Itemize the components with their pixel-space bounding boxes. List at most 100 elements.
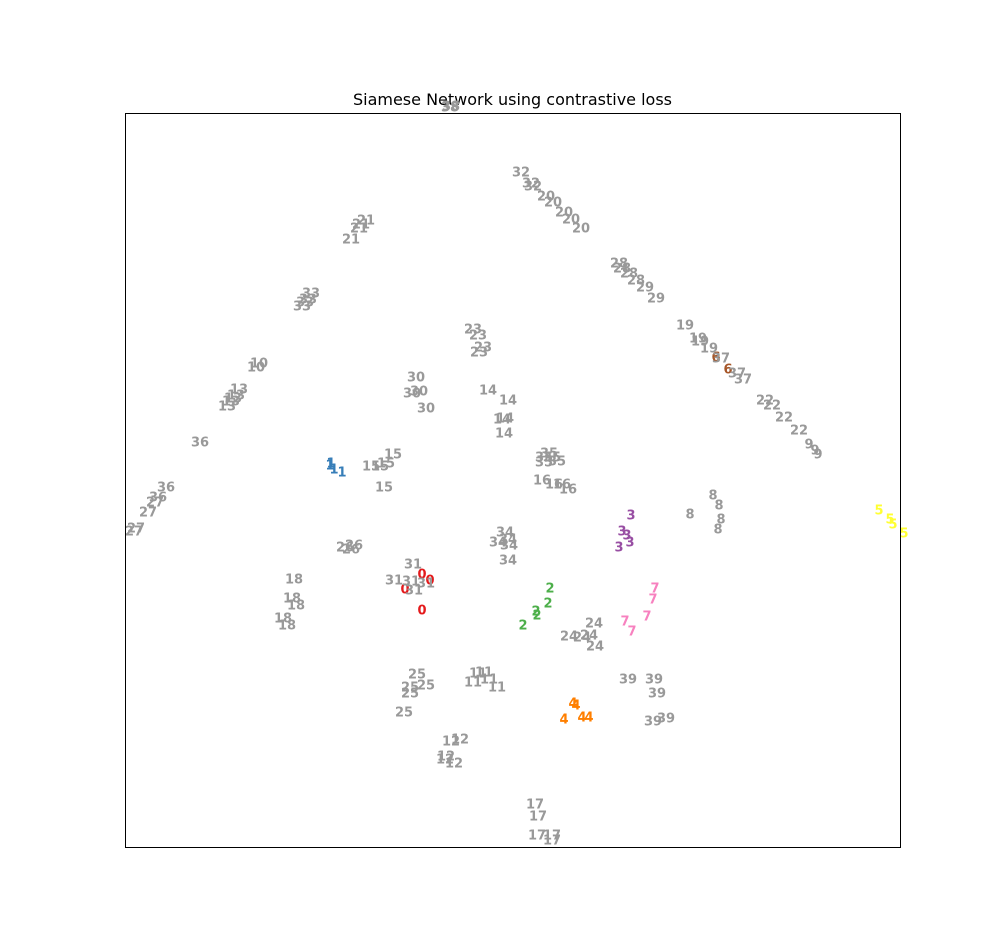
point-label-15: 15 (371, 460, 389, 475)
point-label-2: 2 (518, 619, 527, 634)
point-label-24: 24 (580, 629, 598, 644)
point-label-30: 30 (407, 371, 425, 386)
point-label-27: 27 (146, 496, 164, 511)
point-label-39: 39 (657, 712, 675, 727)
point-label-20: 20 (555, 206, 573, 221)
point-label-23: 23 (464, 323, 482, 338)
point-label-27: 27 (127, 522, 145, 537)
point-label-33: 33 (302, 287, 320, 302)
point-label-14: 14 (495, 427, 513, 442)
point-label-8: 8 (713, 523, 722, 538)
point-label-27: 27 (125, 525, 143, 540)
point-label-26: 26 (336, 541, 354, 556)
point-label-0: 0 (400, 583, 409, 598)
point-label-35: 35 (535, 456, 553, 471)
point-label-19: 19 (689, 332, 707, 347)
point-label-23: 23 (469, 329, 487, 344)
point-label-12: 12 (436, 753, 454, 768)
point-label-3: 3 (617, 525, 626, 540)
point-label-2: 2 (532, 609, 541, 624)
point-label-3: 3 (626, 509, 635, 524)
point-label-35: 35 (540, 447, 558, 462)
point-label-23: 23 (474, 341, 492, 356)
point-label-39: 39 (645, 673, 663, 688)
point-label-15: 15 (377, 457, 395, 472)
point-label-0: 0 (425, 574, 434, 589)
point-label-20: 20 (537, 190, 555, 205)
point-label-7: 7 (620, 615, 629, 630)
point-label-17: 17 (529, 810, 547, 825)
point-label-33: 33 (296, 296, 314, 311)
point-label-16: 16 (533, 474, 551, 489)
point-label-1: 1 (329, 463, 338, 478)
point-label-8: 8 (714, 499, 723, 514)
point-label-11: 11 (475, 666, 493, 681)
point-label-4: 4 (568, 697, 577, 712)
point-label-15: 15 (362, 460, 380, 475)
point-label-38: 38 (442, 100, 460, 115)
point-label-37: 37 (728, 367, 746, 382)
point-label-13: 13 (224, 392, 242, 407)
point-label-20: 20 (572, 222, 590, 237)
point-label-31: 31 (385, 574, 403, 589)
point-label-4: 4 (571, 699, 580, 714)
point-label-30: 30 (403, 387, 421, 402)
point-label-5: 5 (874, 504, 883, 519)
point-label-35: 35 (535, 451, 553, 466)
point-label-39: 39 (619, 673, 637, 688)
point-label-9: 9 (810, 444, 819, 459)
point-label-36: 36 (157, 481, 175, 496)
point-label-25: 25 (395, 706, 413, 721)
point-label-31: 31 (417, 577, 435, 592)
point-label-38: 38 (441, 101, 459, 116)
point-label-24: 24 (585, 617, 603, 632)
point-label-11: 11 (469, 667, 487, 682)
point-label-6: 6 (723, 363, 732, 378)
point-label-25: 25 (401, 681, 419, 696)
point-label-36: 36 (149, 491, 167, 506)
point-label-14: 14 (496, 412, 514, 427)
point-label-4: 4 (584, 711, 593, 726)
point-label-17: 17 (528, 829, 546, 844)
point-label-34: 34 (499, 554, 517, 569)
point-label-2: 2 (543, 597, 552, 612)
point-label-5: 5 (888, 518, 897, 533)
point-label-21: 21 (352, 218, 370, 233)
point-label-37: 37 (734, 373, 752, 388)
point-label-21: 21 (350, 222, 368, 237)
chart-title: Siamese Network using contrastive loss (352, 90, 673, 109)
point-label-13: 13 (222, 395, 240, 410)
point-label-28: 28 (620, 267, 638, 282)
point-label-3: 3 (625, 536, 634, 551)
point-label-22: 22 (756, 394, 774, 409)
point-label-5: 5 (899, 527, 908, 542)
point-label-26: 26 (342, 543, 360, 558)
point-label-11: 11 (464, 676, 482, 691)
point-label-7: 7 (627, 625, 636, 640)
point-label-5: 5 (885, 513, 894, 528)
point-label-39: 39 (644, 715, 662, 730)
point-label-35: 35 (543, 451, 561, 466)
point-label-29: 29 (647, 292, 665, 307)
point-label-19: 19 (676, 319, 694, 334)
point-label-0: 0 (417, 604, 426, 619)
point-label-18: 18 (287, 599, 305, 614)
point-label-23: 23 (470, 346, 488, 361)
point-label-34: 34 (489, 536, 507, 551)
point-label-4: 4 (577, 711, 586, 726)
point-label-24: 24 (586, 640, 604, 655)
point-label-1: 1 (337, 466, 346, 481)
point-label-30: 30 (417, 402, 435, 417)
point-label-14: 14 (499, 394, 517, 409)
point-label-3: 3 (614, 541, 623, 556)
point-label-17: 17 (526, 798, 544, 813)
point-label-11: 11 (480, 673, 498, 688)
point-label-14: 14 (479, 384, 497, 399)
point-label-7: 7 (648, 593, 657, 608)
point-label-28: 28 (610, 257, 628, 272)
point-label-22: 22 (763, 399, 781, 414)
point-label-15: 15 (384, 448, 402, 463)
point-label-18: 18 (274, 612, 292, 627)
point-label-35: 35 (548, 455, 566, 470)
point-label-32: 32 (524, 180, 542, 195)
